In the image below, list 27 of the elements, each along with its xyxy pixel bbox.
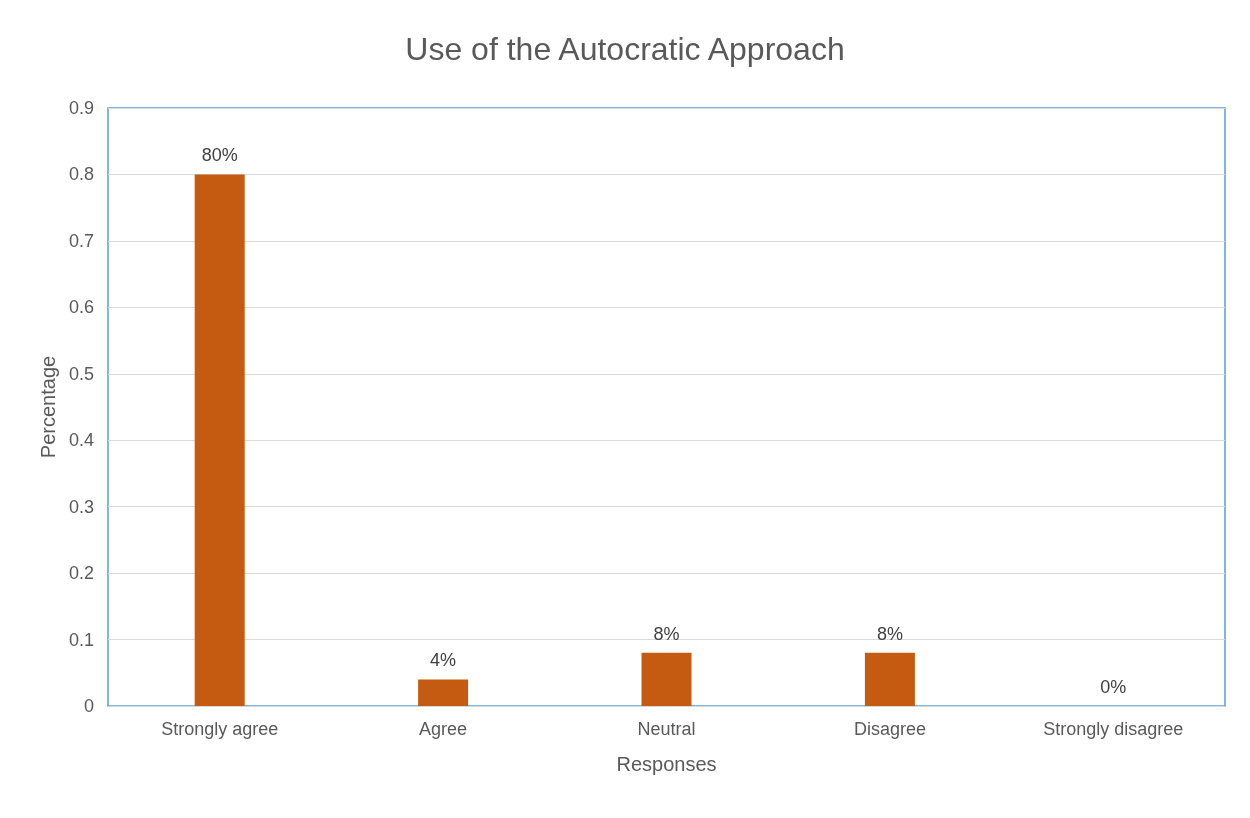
x-tick-label: Neutral: [637, 719, 696, 739]
y-tick-label: 0: [83, 696, 94, 716]
x-axis-title: Responses: [616, 753, 717, 775]
y-tick-label: 0.5: [68, 363, 94, 384]
bar: [864, 652, 915, 706]
y-tick-label: 0.9: [68, 98, 94, 118]
data-label: 8%: [653, 623, 680, 644]
data-label: 4%: [430, 650, 457, 671]
y-tick-label: 0.3: [68, 496, 94, 517]
data-label: 80%: [201, 145, 238, 166]
bar: [418, 679, 469, 706]
y-tick-label: 0.4: [68, 430, 94, 451]
y-axis-title: Percentage: [37, 355, 60, 459]
x-tick-label: Agree: [419, 719, 468, 739]
bar: [194, 174, 245, 706]
y-tick-label: 0.7: [68, 230, 94, 251]
y-tick-label: 0.2: [68, 563, 94, 584]
x-tick-label: Strongly disagree: [1043, 719, 1184, 739]
y-tick-label: 0.1: [68, 629, 94, 650]
x-tick-label: Disagree: [853, 719, 926, 739]
x-tick-label: Strongly agree: [161, 719, 279, 739]
data-label: 0%: [1100, 677, 1127, 697]
y-tick-label: 0.6: [68, 297, 94, 318]
data-label: 8%: [876, 623, 903, 644]
chart-title: Use of the Autocratic Approach: [405, 31, 845, 67]
bar: [641, 652, 692, 706]
y-tick-label: 0.8: [68, 164, 94, 185]
